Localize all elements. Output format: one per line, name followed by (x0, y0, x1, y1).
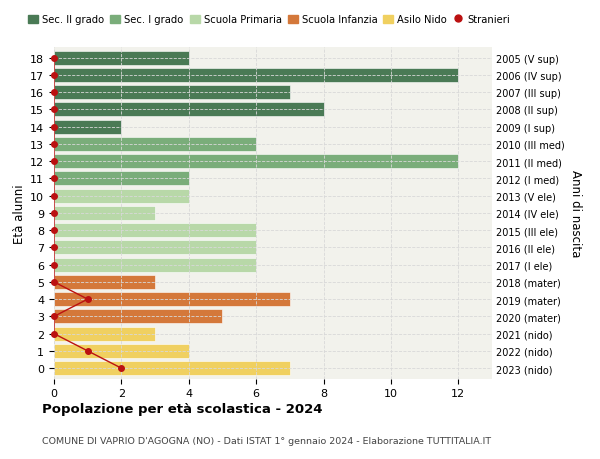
Bar (54, 103, 323, 117)
Bar (54, 275, 155, 289)
Point (49, 261, 59, 269)
Point (83, 347, 92, 355)
Point (49, 227, 59, 234)
Bar (54, 344, 189, 358)
Bar (54, 327, 155, 341)
Bar (54, 207, 155, 220)
Point (49, 210, 59, 217)
Bar (54, 69, 458, 83)
Point (49, 313, 59, 320)
Point (49, 89, 59, 96)
Text: COMUNE DI VAPRIO D'AGOGNA (NO) - Dati ISTAT 1° gennaio 2024 - Elaborazione TUTTI: COMUNE DI VAPRIO D'AGOGNA (NO) - Dati IS… (42, 436, 491, 445)
Point (49, 330, 59, 338)
Bar (54, 51, 189, 66)
Point (49, 72, 59, 79)
Point (49, 158, 59, 165)
Point (83, 296, 92, 303)
Bar (54, 138, 256, 151)
Bar (54, 86, 290, 100)
Bar (54, 172, 189, 186)
Point (49, 193, 59, 200)
Point (49, 123, 59, 131)
Bar (54, 189, 189, 203)
Point (116, 364, 126, 372)
Legend: Sec. II grado, Sec. I grado, Scuola Primaria, Scuola Infanzia, Asilo Nido, Stran: Sec. II grado, Sec. I grado, Scuola Prim… (28, 15, 510, 25)
Bar (54, 361, 290, 375)
Point (49, 244, 59, 252)
Point (49, 175, 59, 183)
Point (49, 279, 59, 286)
Point (49, 55, 59, 62)
Bar (54, 310, 223, 324)
Point (49, 106, 59, 114)
Bar (54, 155, 458, 169)
Bar (54, 120, 121, 134)
Bar (54, 292, 290, 307)
Bar (54, 224, 256, 238)
Y-axis label: Età alunni: Età alunni (13, 184, 26, 243)
Bar (54, 241, 256, 255)
Y-axis label: Anni di nascita: Anni di nascita (569, 170, 581, 257)
Point (49, 141, 59, 148)
Bar (54, 258, 256, 272)
Text: Popolazione per età scolastica - 2024: Popolazione per età scolastica - 2024 (42, 403, 323, 415)
